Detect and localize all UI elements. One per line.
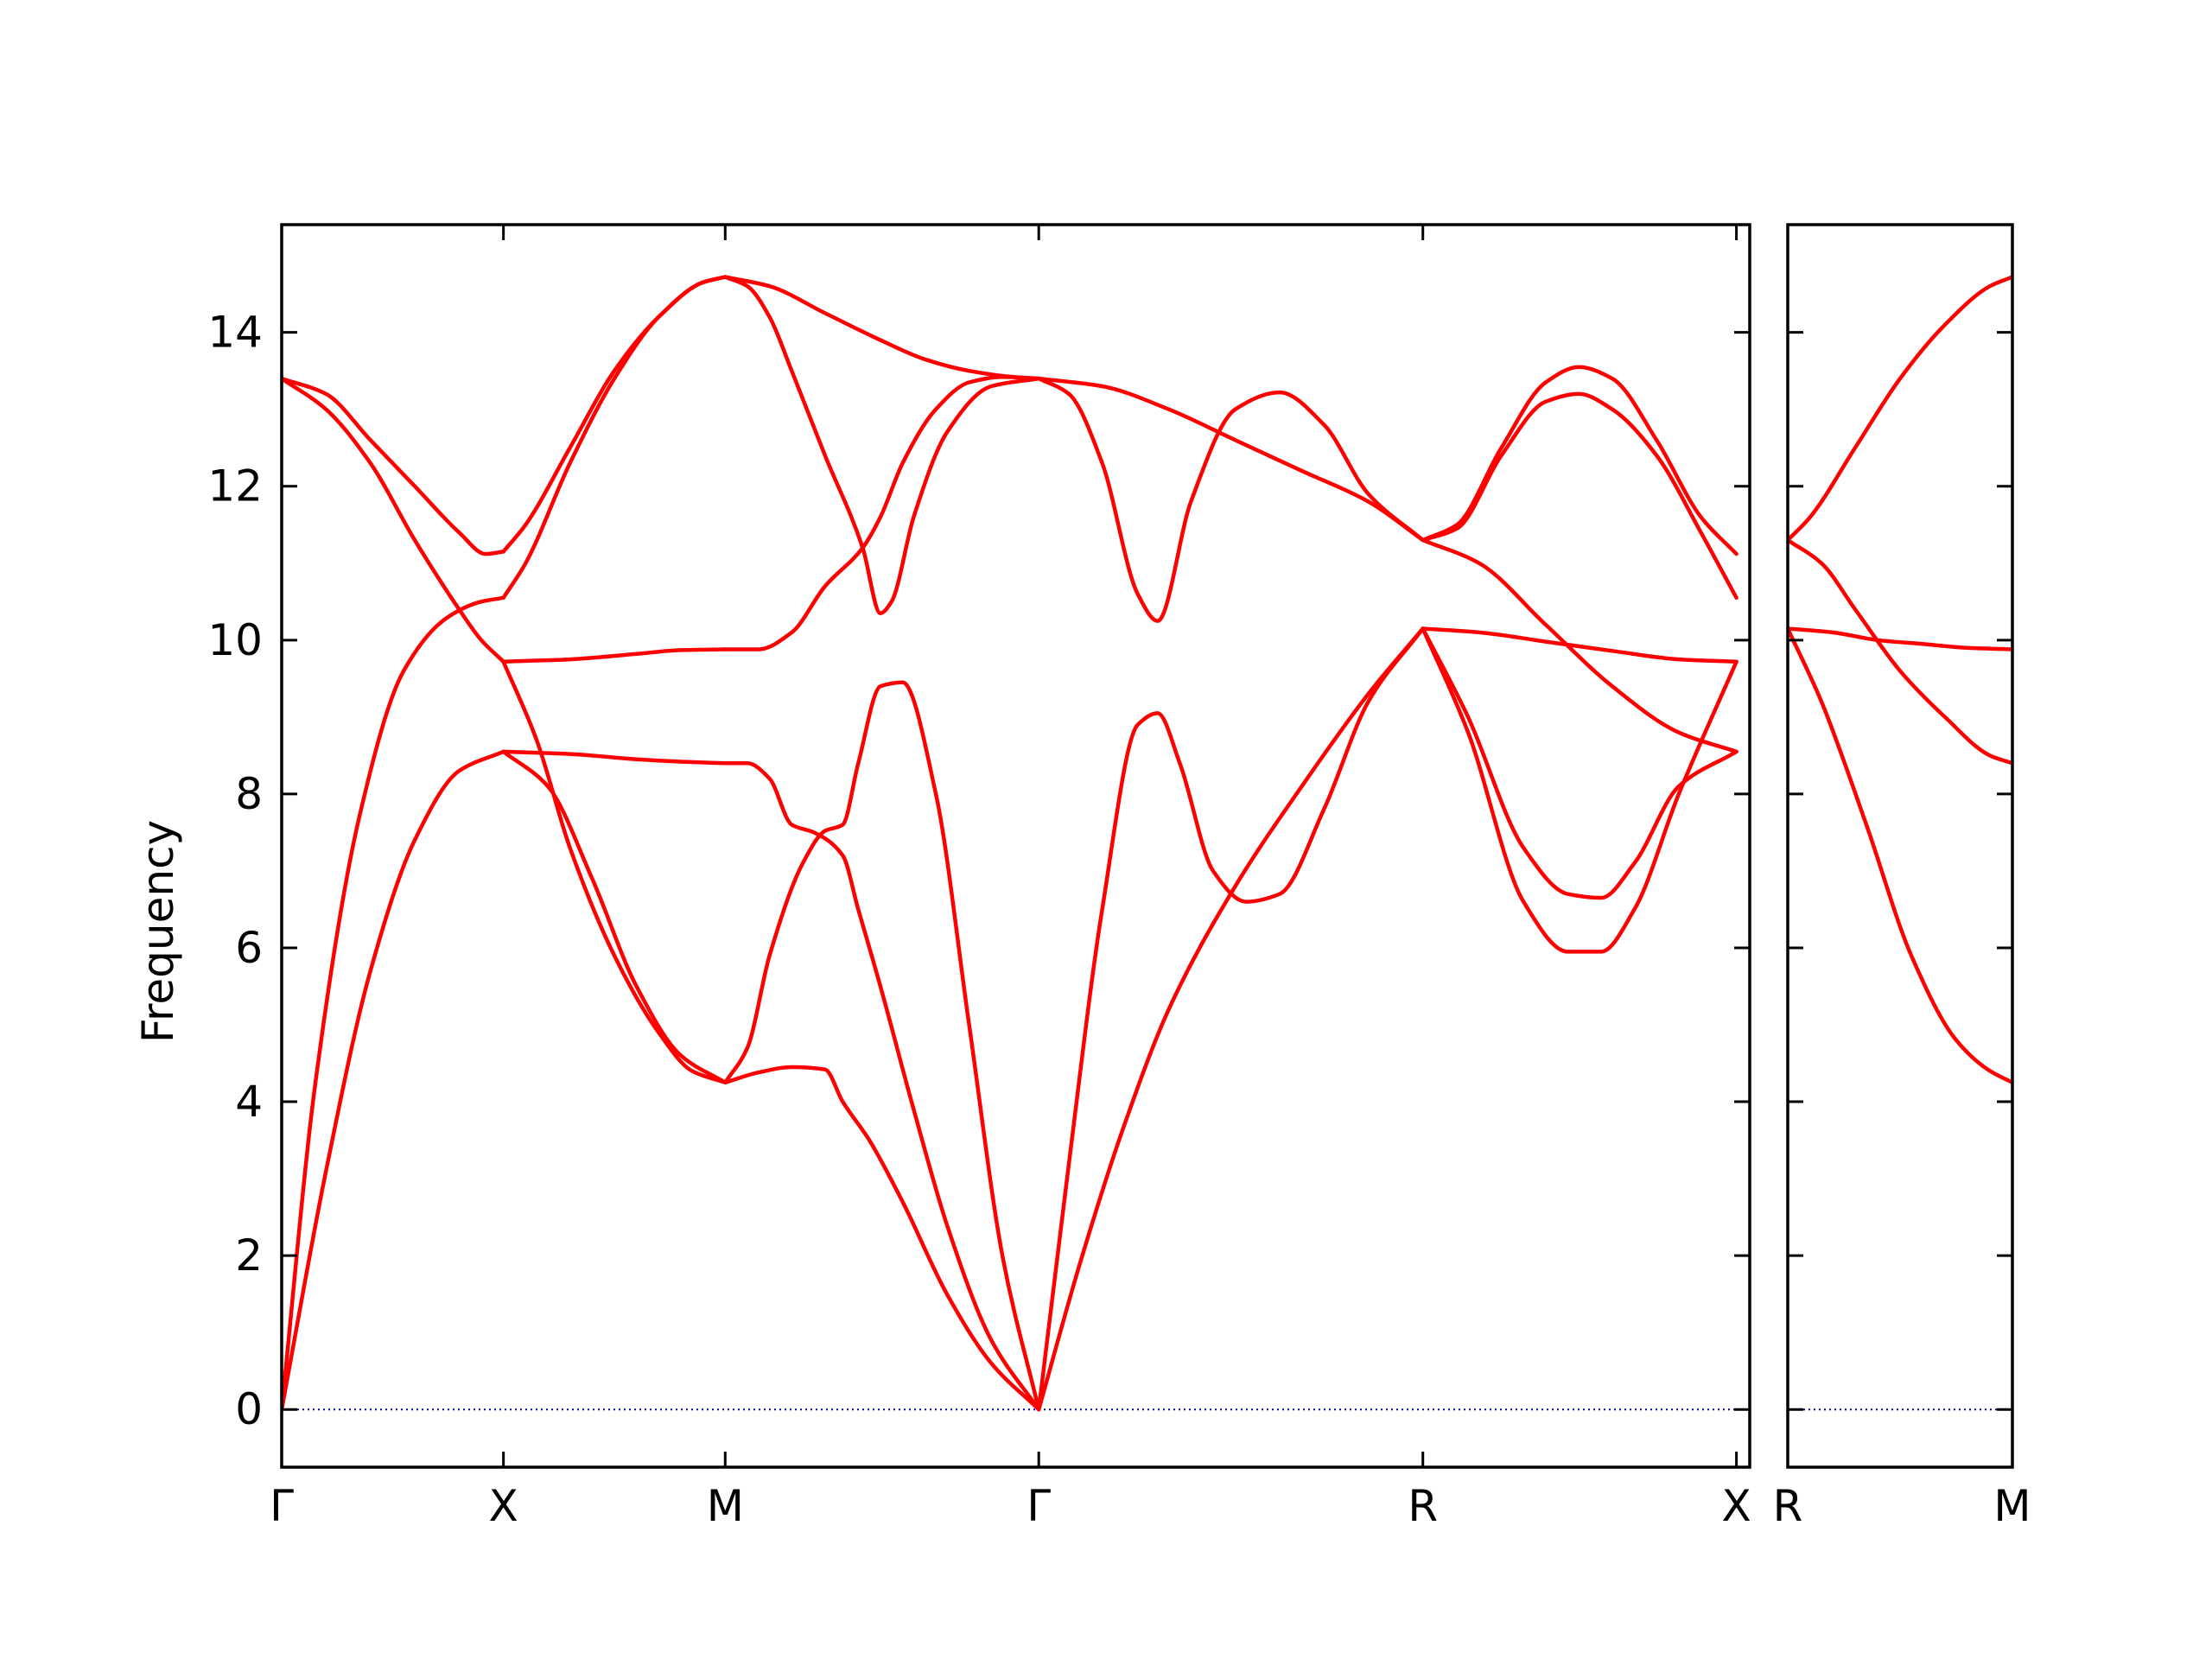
band-line-main-14: [723, 275, 1041, 615]
band-line-main-20: [1421, 626, 1738, 664]
y-tick-label: 8: [235, 769, 263, 819]
band-line-main-18: [1036, 376, 1425, 623]
plot-area: [1788, 275, 2012, 1411]
x-tick-label: Γ: [270, 1481, 294, 1531]
band-line-main-13: [723, 375, 1041, 652]
band-line-main-19: [1036, 376, 1425, 543]
y-tick-label: 2: [235, 1230, 263, 1281]
x-tick-label: X: [489, 1481, 518, 1531]
band-line-right-2: [1788, 537, 2012, 766]
y-tick-label: 14: [207, 308, 263, 358]
band-line-main-5: [501, 659, 728, 1085]
band-line-main-24: [1421, 365, 1738, 556]
band-line-main-12: [723, 761, 1041, 1412]
y-tick-label: 4: [235, 1077, 263, 1127]
y-tick-label: 6: [235, 923, 263, 973]
band-line-main-11: [723, 1065, 1041, 1412]
band-line-main-3: [282, 376, 505, 664]
x-tick-label: M: [707, 1481, 744, 1531]
band-line-main-2: [282, 376, 505, 556]
y-tick-label: 10: [207, 615, 263, 665]
x-tick-label: X: [1721, 1481, 1751, 1531]
y-axis-label: Frequency: [133, 820, 183, 1043]
band-line-main-16: [1036, 626, 1425, 1412]
band-line-main-10: [723, 680, 1041, 1412]
band-line-main-22: [1421, 626, 1738, 900]
x-tick-label: M: [1993, 1481, 2031, 1531]
band-line-main-23: [1421, 537, 1738, 754]
x-tick-label: Γ: [1027, 1481, 1051, 1531]
band-line-main-21: [1421, 626, 1738, 954]
y-tick-label: 0: [235, 1384, 263, 1434]
x-tick-label: R: [1408, 1481, 1438, 1531]
plot-area: [282, 275, 1750, 1412]
band-line-main-6: [501, 749, 728, 766]
band-line-main-15: [723, 275, 1041, 381]
band-line-main-1: [282, 595, 505, 1412]
band-line-right-1: [1788, 626, 2012, 652]
band-line-main-4: [501, 749, 728, 1085]
panel-frame: [280, 223, 1751, 1469]
panel-main: 0 2 4 6 8 10 12 14 Γ X M Γ R X: [207, 223, 1751, 1531]
y-tick-label: 12: [207, 461, 263, 512]
x-tick-label: R: [1773, 1481, 1803, 1531]
panel-frame: [1786, 223, 2014, 1469]
band-line-right-3: [1788, 275, 2012, 543]
band-line-main-25: [1421, 391, 1738, 601]
band-line-main-7: [501, 647, 728, 664]
band-line-main-9: [501, 275, 728, 554]
band-line-right-0: [1788, 626, 2012, 1085]
band-line-main-0: [282, 749, 505, 1412]
band-line-main-17: [1036, 626, 1425, 1412]
